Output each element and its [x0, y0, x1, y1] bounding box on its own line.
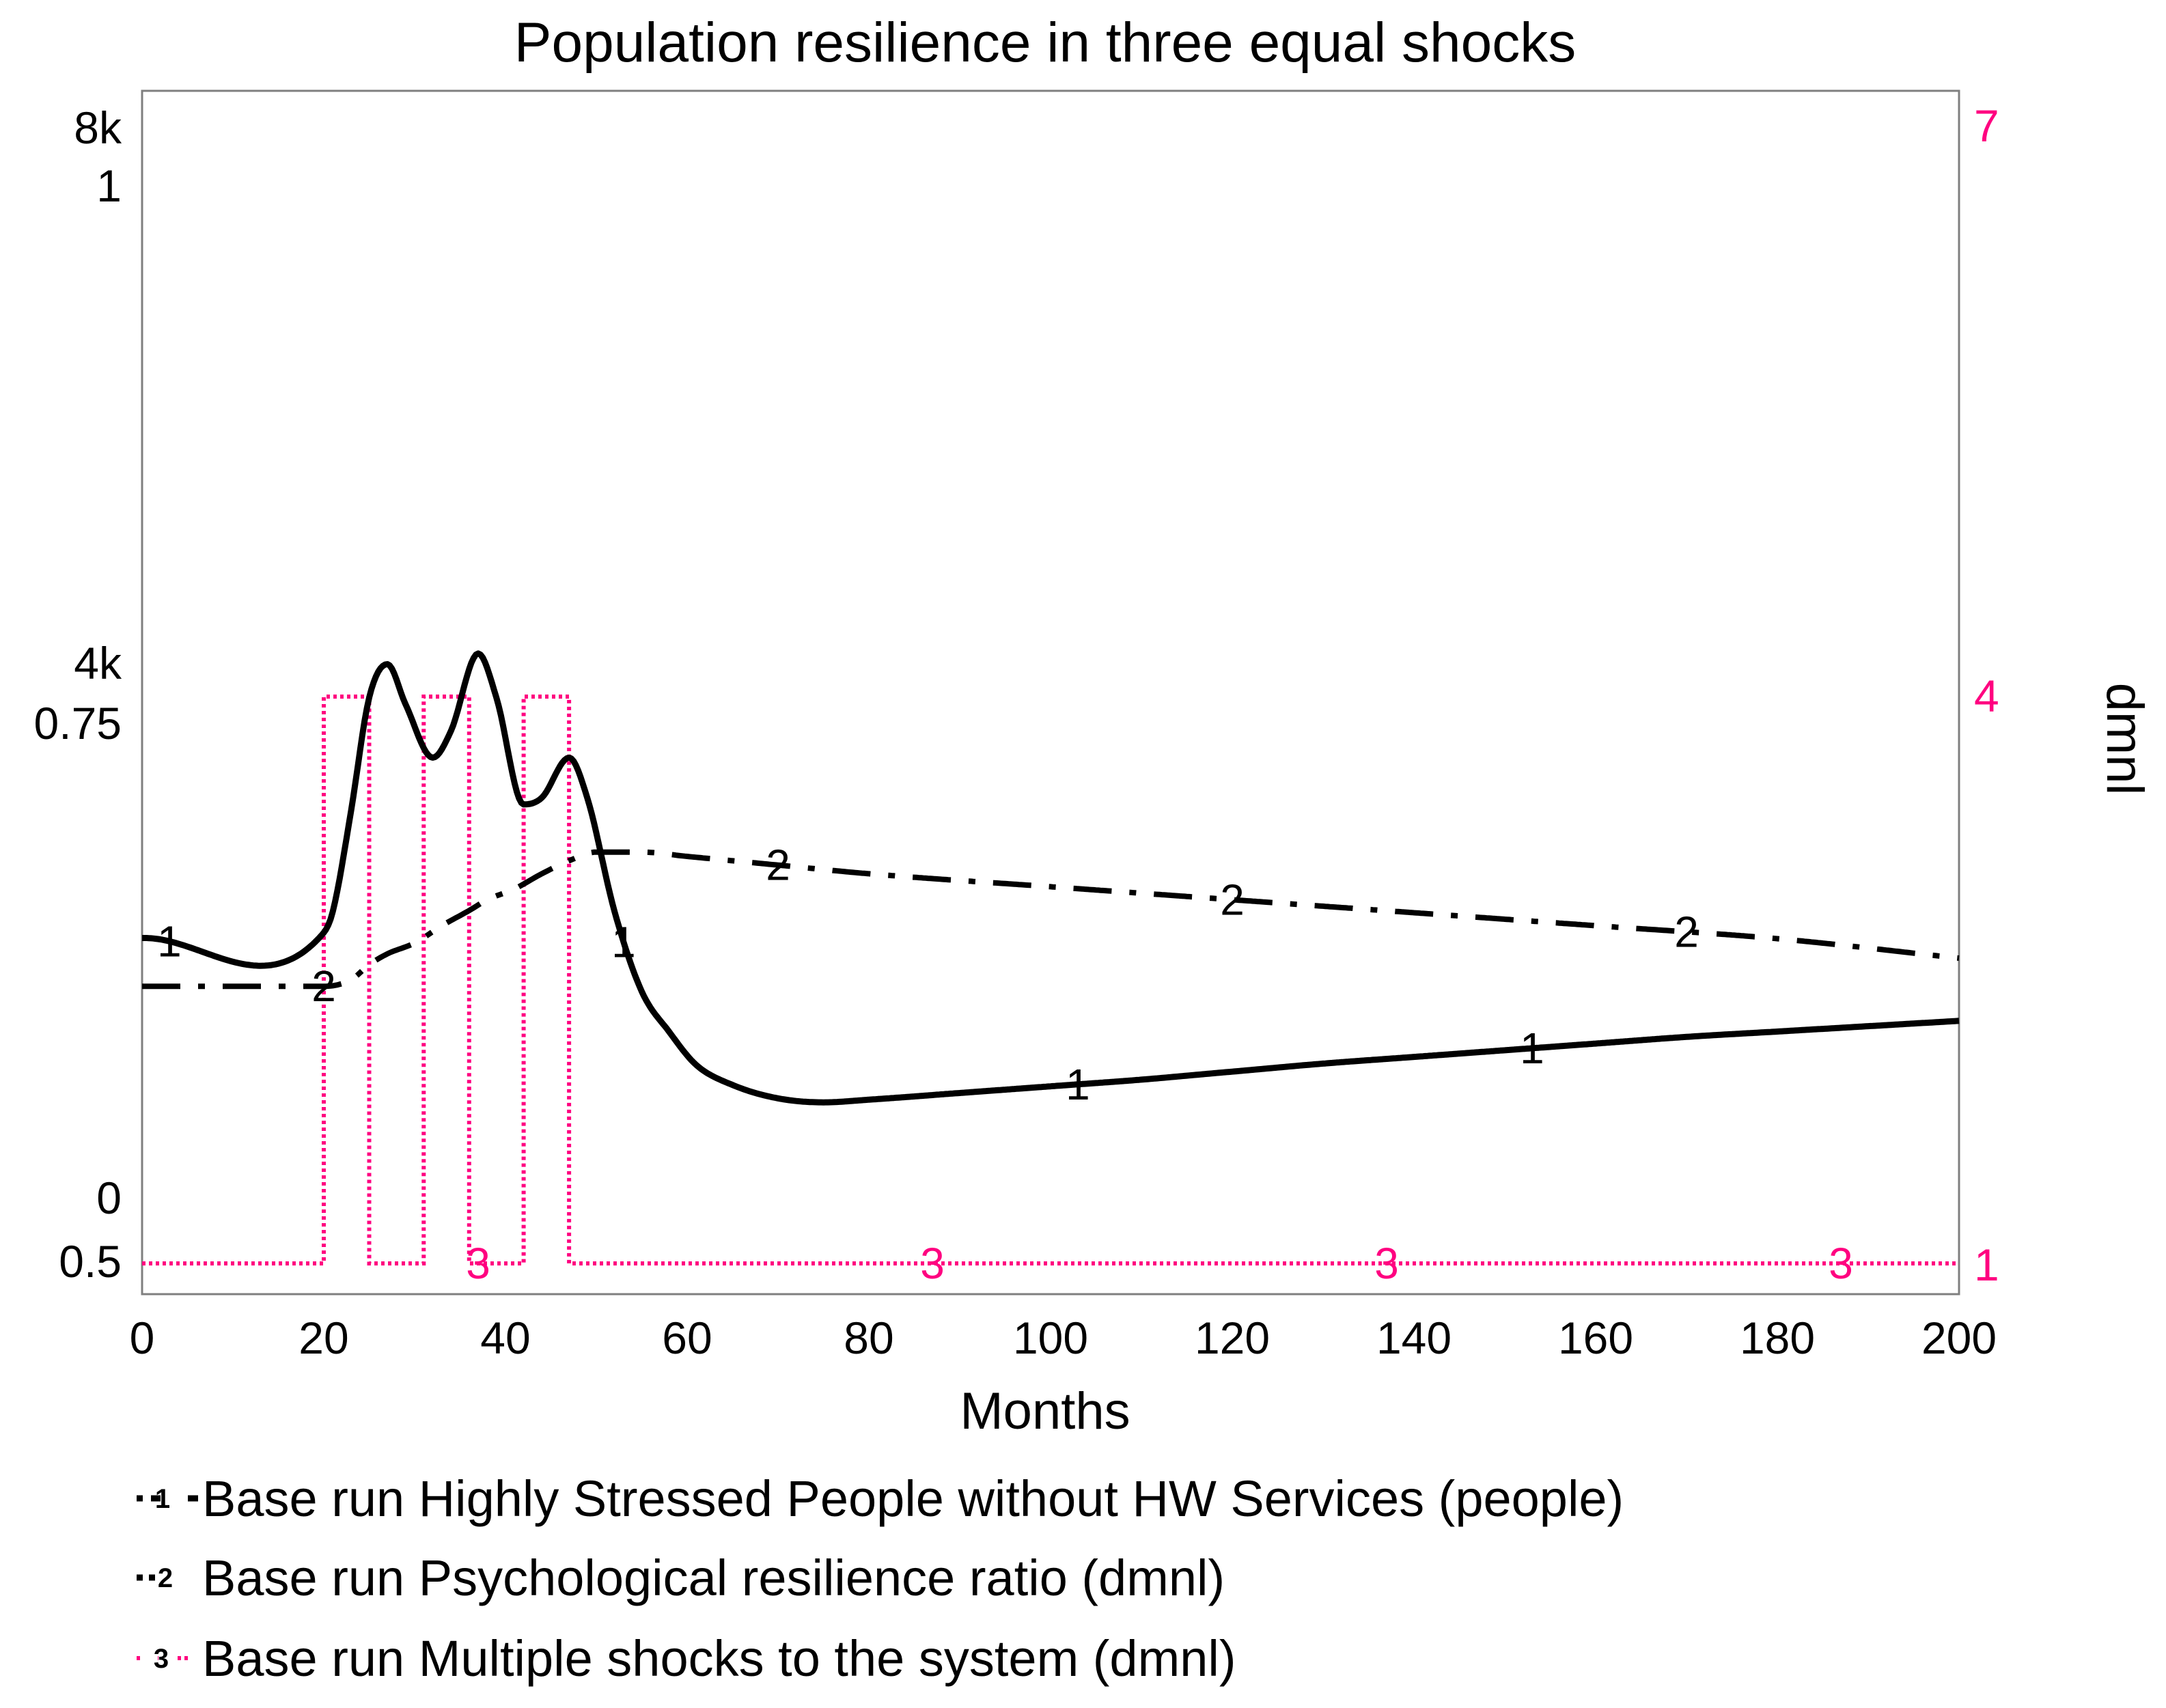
legend-label-2: Base run Psychological resilience ratio …: [202, 1550, 1225, 1606]
legend-label-1: Base run Highly Stressed People without …: [202, 1470, 1624, 1527]
series-1-marker: 1: [1520, 1024, 1544, 1073]
left-tick-people-mid: 4k: [74, 638, 122, 688]
right-tick-bottom: 1: [1974, 1240, 1999, 1290]
series-2-marker: 2: [766, 841, 790, 890]
x-tick-label: 60: [662, 1313, 712, 1363]
right-axis-label: dmnl: [2096, 683, 2154, 796]
series-1-marker: 1: [157, 916, 182, 966]
x-axis-label: Months: [960, 1382, 1130, 1440]
series-3-marker: 3: [466, 1239, 490, 1288]
legend-item-2: 2 Base run Psychological resilience rati…: [137, 1550, 1225, 1606]
legend-marker-1: 1: [155, 1484, 170, 1514]
x-tick-labels: 0 20 40 60 80 100 120 140 160 180 200: [130, 1313, 1997, 1363]
series-1-marker: 1: [1066, 1060, 1090, 1109]
series-3-line: [142, 695, 1959, 1265]
legend-marker-3: 3: [154, 1644, 169, 1674]
x-tick-label: 120: [1195, 1313, 1270, 1363]
x-tick-label: 0: [130, 1313, 155, 1363]
right-tick-top: 7: [1974, 100, 1999, 151]
series-3-marker: 3: [1829, 1239, 1853, 1288]
x-tick-label: 160: [1558, 1313, 1633, 1363]
series-3-marker: 3: [1374, 1239, 1399, 1288]
x-tick-label: 180: [1740, 1313, 1815, 1363]
left-tick-ratio-top: 1: [96, 160, 122, 211]
series-2-marker: 2: [1220, 875, 1245, 924]
x-tick-label: 140: [1376, 1313, 1452, 1363]
chart-title: Population resilience in three equal sho…: [514, 12, 1576, 74]
series-2-marker: 2: [311, 962, 336, 1011]
series-2-line: [142, 849, 1960, 990]
series-1-marker: 1: [611, 917, 636, 966]
left-tick-people-top: 8k: [74, 102, 122, 153]
series-3-marker: 3: [920, 1239, 945, 1288]
left-tick-people-bottom: 0: [96, 1173, 122, 1223]
plot-area-frame: [141, 89, 1960, 1296]
legend-marker-2: 2: [158, 1563, 173, 1593]
legend: 1 Base run Highly Stressed People withou…: [137, 1470, 1624, 1687]
series-2-marker: 2: [1674, 907, 1699, 956]
x-tick-label: 40: [480, 1313, 530, 1363]
right-tick-mid: 4: [1974, 671, 1999, 721]
series-1-line: [141, 650, 1960, 1106]
x-tick-label: 200: [1921, 1313, 1997, 1363]
legend-item-3: 3 Base run Multiple shocks to the system…: [137, 1630, 1236, 1687]
left-tick-ratio-bottom: 0.5: [59, 1236, 122, 1287]
legend-item-1: 1 Base run Highly Stressed People withou…: [137, 1470, 1624, 1527]
left-tick-ratio-mid: 0.75: [34, 698, 122, 748]
x-tick-label: 80: [844, 1313, 893, 1363]
x-tick-label: 20: [298, 1313, 348, 1363]
legend-label-3: Base run Multiple shocks to the system (…: [202, 1630, 1236, 1687]
x-tick-label: 100: [1013, 1313, 1088, 1363]
series-markers: 1 1 1 1 2 2 2 2 3 3 3 3: [157, 841, 1853, 1288]
